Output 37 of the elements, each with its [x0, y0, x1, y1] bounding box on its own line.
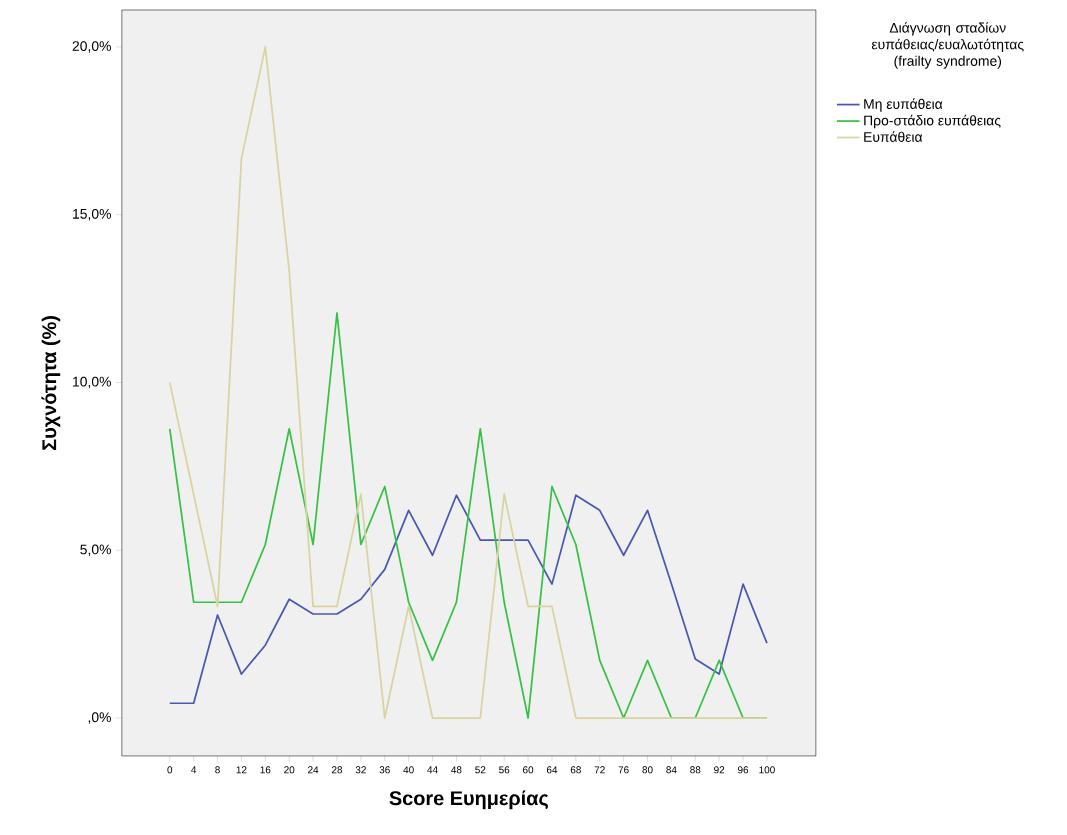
x-tick-label: 12 [236, 766, 247, 774]
x-tick-label: 36 [379, 766, 390, 774]
x-tick-label: 24 [308, 766, 319, 774]
x-tick-label: 40 [403, 766, 414, 774]
legend-label: Προ-στάδιο ευπάθειας [864, 114, 1001, 129]
x-tick-label: 88 [690, 766, 701, 774]
x-tick-label: 16 [260, 766, 271, 774]
x-tick-label: 20 [284, 766, 295, 774]
x-tick-label: 44 [427, 766, 438, 774]
x-axis-title: Score Ευημερίας [389, 790, 548, 810]
x-tick-label: 56 [499, 766, 510, 774]
y-axis-title: Συχνότητα (%) [41, 316, 61, 451]
y-tick-label: ,0% [88, 712, 111, 724]
x-tick-label: 76 [618, 766, 629, 774]
y-tick-label: 20,0% [72, 41, 111, 53]
x-tick-label: 84 [666, 766, 677, 774]
legend-label: Ευπάθεια [864, 131, 923, 142]
x-tick-label: 80 [642, 766, 653, 774]
y-tick-label: 10,0% [73, 376, 111, 389]
x-tick-label: 96 [737, 766, 749, 774]
x-tick-label: 0 [167, 766, 173, 774]
x-tick-label: 64 [546, 766, 558, 774]
x-tick-label: 28 [331, 766, 343, 774]
y-tick-label: 15,0% [73, 209, 111, 221]
legend-title: Διάγνωση σταδίων ευπάθειας/ευαλωτότητας (frailty syndrome) [871, 22, 1024, 69]
x-tick-label: 8 [215, 766, 220, 774]
x-tick-label: 60 [523, 766, 534, 774]
x-tick-label: 4 [191, 766, 197, 774]
x-tick-label: 32 [355, 766, 366, 774]
x-tick-label: 52 [475, 766, 486, 774]
y-tick-label: 5,0% [80, 544, 111, 557]
x-tick-label: 48 [451, 766, 462, 774]
x-tick-label: 72 [594, 766, 605, 774]
x-tick-label: 92 [714, 766, 725, 774]
legend-label: Μη ευπάθεια [864, 98, 943, 112]
x-tick-label: 68 [570, 766, 581, 774]
x-tick-label: 100 [759, 766, 775, 774]
